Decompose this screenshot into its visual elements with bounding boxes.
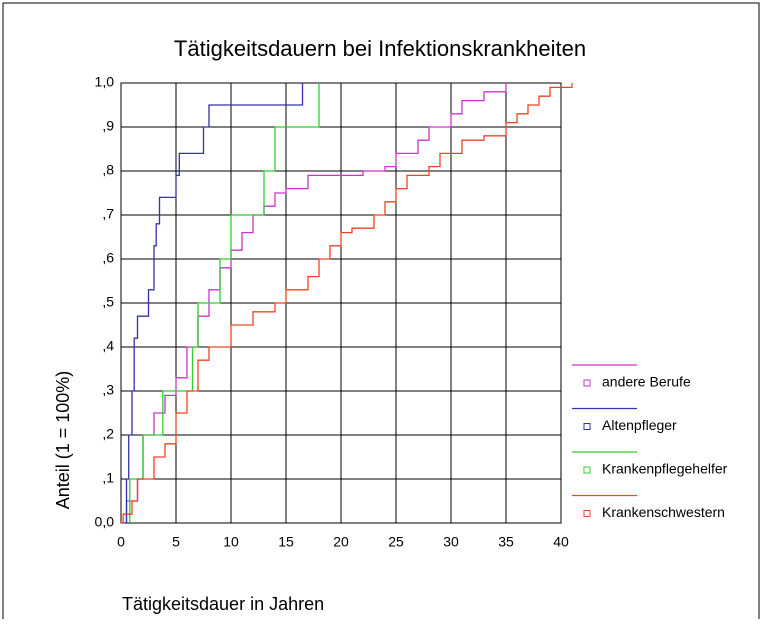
legend-marker [583, 379, 591, 387]
y-tick-label: 0,0 [95, 514, 115, 530]
series-line [129, 83, 320, 523]
series-line [121, 83, 573, 524]
x-axis-label: Tätigkeitsdauer in Jahren [122, 594, 324, 614]
y-tick-label: ,6 [102, 250, 114, 266]
series-line [124, 83, 304, 524]
legend-label: andere Berufe [602, 374, 691, 390]
y-tick-label: ,2 [102, 426, 114, 442]
y-tick-label: ,5 [102, 294, 114, 310]
x-tick-label: 5 [172, 534, 180, 550]
y-tick-label: ,4 [102, 338, 114, 354]
y-tick-label: ,1 [102, 470, 114, 486]
chart-title: Tätigkeitsdauern bei Infektionskrankheit… [174, 36, 586, 61]
x-tick-label: 20 [333, 534, 349, 550]
y-tick-label: ,8 [102, 162, 114, 178]
x-tick-label: 40 [553, 534, 569, 550]
x-tick-label: 30 [443, 534, 459, 550]
legend-marker [583, 466, 591, 474]
x-tick-label: 25 [388, 534, 404, 550]
x-tick-label: 15 [278, 534, 294, 550]
y-axis-label: Anteil (1 = 100%) [53, 371, 73, 510]
legend-marker [583, 423, 591, 430]
y-tick-label: ,9 [102, 118, 114, 134]
legend-label: Altenpfleger [602, 417, 677, 433]
legend-label: Krankenschwestern [602, 504, 725, 520]
y-tick-label: 1,0 [95, 74, 115, 90]
legend-label: Krankenpflegehelfer [602, 461, 728, 477]
y-tick-label: ,7 [102, 206, 114, 222]
x-tick-label: 10 [223, 534, 239, 550]
legend-marker [583, 510, 591, 517]
x-tick-label: 35 [498, 534, 514, 550]
y-tick-label: ,3 [102, 382, 114, 398]
x-tick-label: 0 [117, 534, 125, 550]
